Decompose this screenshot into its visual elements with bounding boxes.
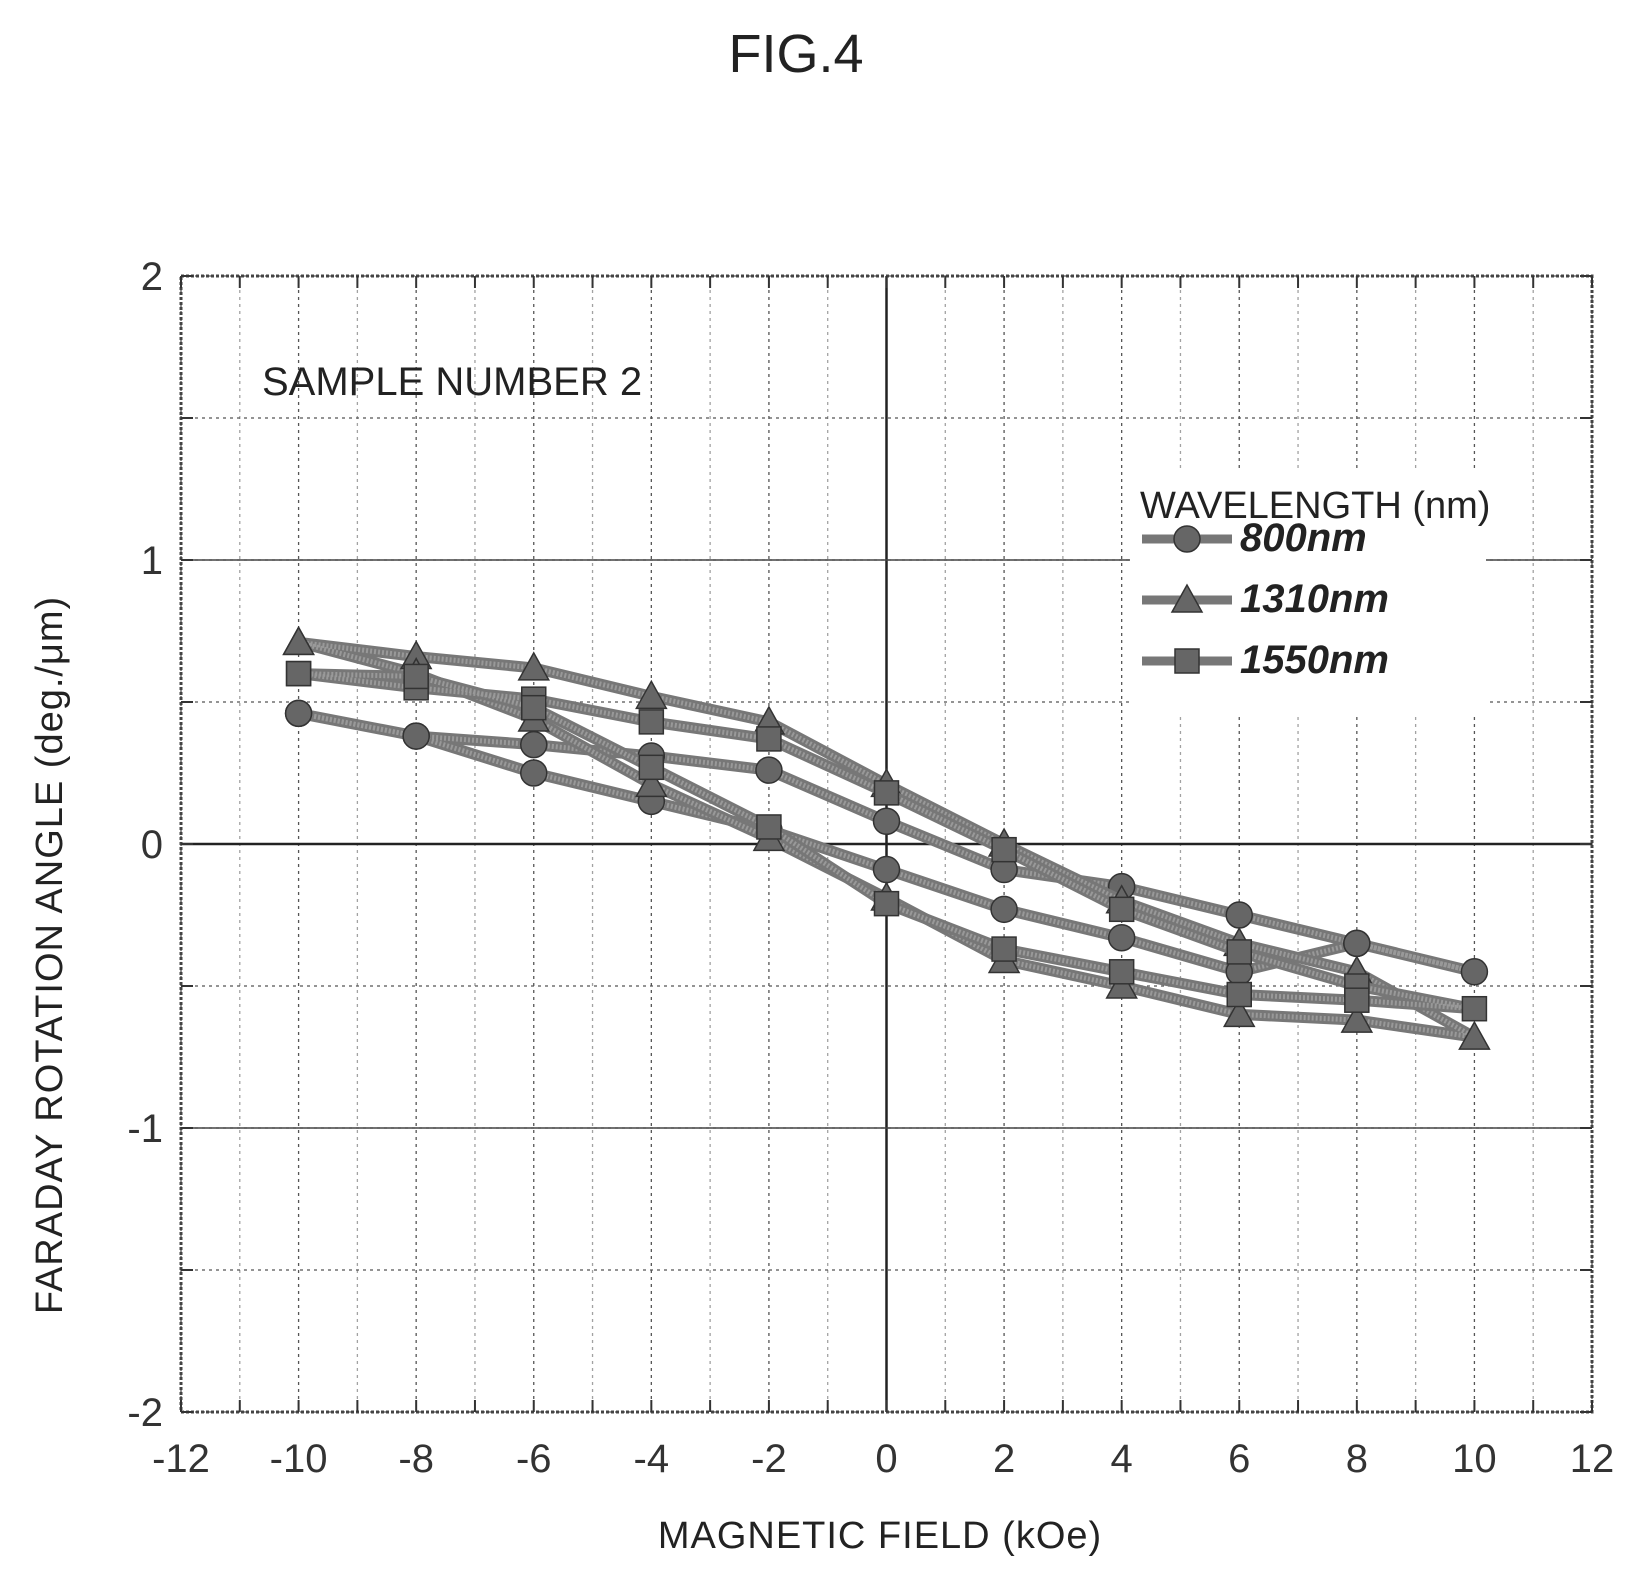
y-tick-label: 2 — [141, 255, 163, 299]
data-point-circle — [1173, 525, 1201, 553]
data-point-square — [756, 726, 782, 752]
x-tick-labels: -12 -10 -8 -6 -4 -2 0 2 4 6 8 10 12 — [152, 1437, 1614, 1481]
legend-label-1550nm: 1550nm — [1240, 638, 1389, 682]
data-point-triangle — [635, 767, 668, 798]
legend-title: WAVELENGTH (nm) — [1140, 485, 1490, 527]
x-tick-label: 6 — [1228, 1437, 1250, 1481]
data-point-circle — [402, 722, 430, 750]
data-point-square — [638, 709, 665, 735]
data-point-square — [991, 936, 1017, 962]
data-point-square — [873, 780, 900, 806]
y-tick-label: 0 — [141, 823, 163, 867]
data-point-circle — [1107, 923, 1136, 952]
x-tick-label: 12 — [1570, 1437, 1615, 1481]
data-point-triangle — [1458, 1020, 1491, 1050]
x-tick-label: -6 — [516, 1437, 552, 1481]
data-point-triangle — [517, 651, 551, 681]
data-point-square — [403, 663, 429, 690]
data-point-circle — [520, 730, 548, 759]
data-point-triangle — [1222, 997, 1256, 1028]
data-point-circle — [1343, 929, 1371, 958]
data-point-square — [1108, 959, 1135, 985]
data-point-square — [521, 694, 547, 721]
data-point-square — [1344, 987, 1370, 1013]
data-point-circle — [284, 699, 313, 728]
x-axis-label: MAGNETIC FIELD (kOe) — [658, 1515, 1102, 1557]
data-point-square — [1108, 896, 1135, 923]
data-point-square — [1461, 995, 1488, 1022]
figure-title: FIG.4 — [728, 24, 863, 84]
x-tick-label: -2 — [751, 1437, 787, 1481]
data-point-square — [638, 754, 665, 781]
data-point-circle — [1460, 958, 1489, 986]
series-line-texture-800nm — [298, 710, 1476, 975]
y-tick-label: -1 — [127, 1107, 163, 1151]
data-point-square — [991, 836, 1017, 863]
data-point-square — [1226, 939, 1252, 965]
x-tick-label: -8 — [398, 1437, 434, 1481]
x-tick-label: -4 — [634, 1437, 670, 1481]
y-tick-label: 1 — [141, 539, 163, 583]
x-tick-label: 0 — [875, 1437, 897, 1481]
data-point-triangle — [1340, 1003, 1374, 1033]
legend: WAVELENGTH (nm) 800nm 1310nm 1550nm — [1130, 468, 1490, 716]
data-point-circle — [990, 895, 1018, 924]
data-point-triangle — [282, 625, 315, 656]
data-point-circle — [1225, 901, 1253, 929]
grid — [180, 275, 1593, 1413]
data-point-circle — [755, 756, 783, 784]
data-point-square — [285, 660, 312, 687]
y-tick-label: -2 — [127, 1391, 163, 1435]
data-point-circle — [872, 807, 901, 836]
x-tick-label: -12 — [152, 1437, 210, 1481]
data-point-triangle — [1170, 583, 1204, 613]
series-layer — [282, 625, 1491, 1050]
data-point-square — [873, 890, 900, 917]
x-tick-label: 10 — [1452, 1437, 1497, 1481]
x-tick-label: -10 — [270, 1437, 328, 1481]
y-axis-label: FARADAY ROTATION ANGLE (deg./μm) — [29, 596, 71, 1314]
data-point-square — [1174, 648, 1200, 674]
legend-label-800nm: 800nm — [1240, 516, 1367, 560]
data-point-triangle — [635, 679, 668, 710]
sample-annotation: SAMPLE NUMBER 2 — [262, 360, 642, 404]
data-point-square — [1226, 981, 1252, 1008]
data-point-circle — [520, 759, 548, 787]
x-tick-label: 2 — [993, 1437, 1015, 1481]
series-1550nm — [285, 660, 1488, 1022]
x-tick-label: 8 — [1346, 1437, 1368, 1481]
data-point-circle — [872, 855, 901, 884]
y-tick-labels: -2 -1 0 1 2 — [127, 255, 163, 1435]
plot-frame — [179, 274, 1594, 1414]
legend-label-1310nm: 1310nm — [1240, 577, 1389, 621]
data-point-square — [756, 814, 782, 840]
x-tick-label: 4 — [1111, 1437, 1133, 1481]
